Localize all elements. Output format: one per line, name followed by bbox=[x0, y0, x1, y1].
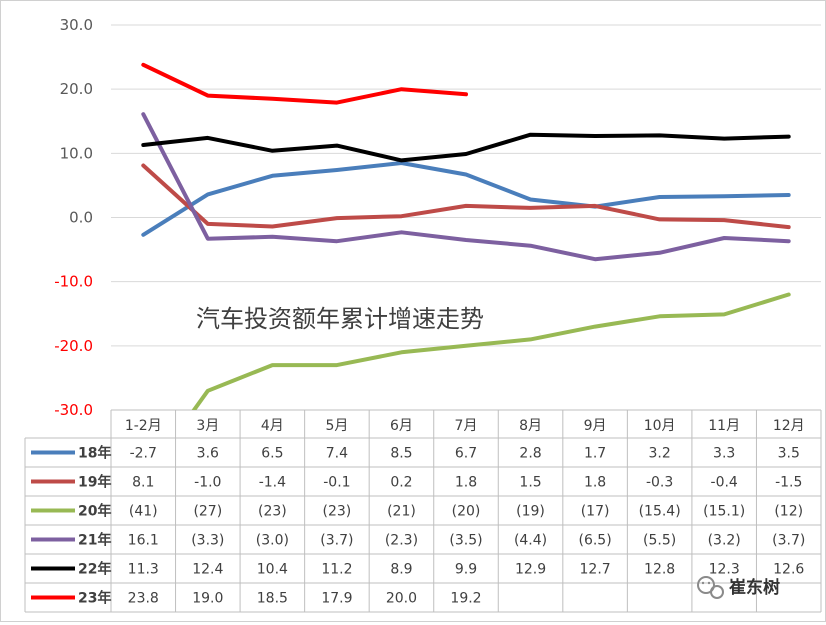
series-line bbox=[141, 112, 791, 262]
x-tick-label: 4月 bbox=[261, 418, 284, 434]
x-tick-label: 1-2月 bbox=[125, 418, 162, 434]
x-tick-label: 3月 bbox=[196, 418, 219, 434]
data-label: (27) bbox=[193, 504, 222, 520]
watermark: 崔东树 bbox=[697, 576, 780, 599]
series-line bbox=[191, 292, 791, 410]
data-label: (12) bbox=[774, 504, 803, 520]
data-label: 8.9 bbox=[390, 562, 412, 578]
x-tick-label: 10月 bbox=[644, 418, 676, 434]
series-line bbox=[141, 132, 791, 163]
data-label: (3.2) bbox=[708, 533, 741, 549]
data-label: 1.5 bbox=[519, 475, 541, 491]
data-label: (19) bbox=[516, 504, 545, 520]
data-label: 20.0 bbox=[386, 591, 417, 607]
data-label: (4.4) bbox=[514, 533, 547, 549]
data-label: (15.1) bbox=[703, 504, 745, 520]
data-label: 12.4 bbox=[192, 562, 223, 578]
data-label: 1.7 bbox=[584, 446, 606, 462]
legend-label: 18年 bbox=[78, 445, 111, 462]
data-label: 10.4 bbox=[257, 562, 288, 578]
data-label: (15.4) bbox=[639, 504, 681, 520]
data-label: 19.0 bbox=[192, 591, 223, 607]
series-line bbox=[141, 163, 791, 230]
data-label: 12.7 bbox=[580, 562, 611, 578]
chart-title: 汽车投资额年累计增速走势 bbox=[196, 305, 484, 333]
series-line bbox=[141, 161, 791, 237]
data-label: 12.6 bbox=[773, 562, 804, 578]
data-label: (6.5) bbox=[578, 533, 611, 549]
data-label: 17.9 bbox=[321, 591, 352, 607]
legend-label: 20年 bbox=[78, 503, 111, 520]
data-label: 9.9 bbox=[455, 562, 477, 578]
legend-label: 23年 bbox=[78, 590, 111, 607]
data-label: 11.2 bbox=[321, 562, 352, 578]
data-label: -0.4 bbox=[711, 475, 738, 491]
data-label: 12.8 bbox=[644, 562, 675, 578]
data-label: (3.3) bbox=[191, 533, 224, 549]
data-label: 6.5 bbox=[261, 446, 283, 462]
data-label: 18.5 bbox=[257, 591, 288, 607]
data-label: 6.7 bbox=[455, 446, 477, 462]
data-label: (23) bbox=[323, 504, 352, 520]
data-label: 3.6 bbox=[197, 446, 219, 462]
data-label: 11.3 bbox=[128, 562, 159, 578]
data-label: 1.8 bbox=[584, 475, 606, 491]
legend-label: 22年 bbox=[78, 561, 111, 578]
data-label: (2.3) bbox=[385, 533, 418, 549]
watermark-text: 崔东树 bbox=[728, 577, 780, 598]
legend-label: 19年 bbox=[78, 474, 111, 491]
data-label: (21) bbox=[387, 504, 416, 520]
data-label: (3.7) bbox=[320, 533, 353, 549]
x-tick-label: 7月 bbox=[455, 418, 478, 434]
data-label: (3.7) bbox=[772, 533, 805, 549]
data-label: (3.5) bbox=[449, 533, 482, 549]
data-label: 23.8 bbox=[128, 591, 159, 607]
series-line bbox=[141, 62, 468, 105]
data-label: 19.2 bbox=[450, 591, 481, 607]
y-tick-label: -30.0 bbox=[54, 401, 93, 419]
data-label: -0.3 bbox=[646, 475, 673, 491]
y-tick-label: 20.0 bbox=[60, 80, 93, 98]
x-tick-label: 12月 bbox=[773, 418, 805, 434]
data-label: 2.8 bbox=[519, 446, 541, 462]
x-tick-label: 6月 bbox=[390, 418, 413, 434]
data-label: -2.7 bbox=[130, 446, 157, 462]
data-label: (20) bbox=[452, 504, 481, 520]
data-label: 7.4 bbox=[326, 446, 348, 462]
x-tick-label: 5月 bbox=[325, 418, 348, 434]
data-label: 8.5 bbox=[390, 446, 412, 462]
data-label: 12.9 bbox=[515, 562, 546, 578]
legend-label: 21年 bbox=[78, 532, 111, 549]
y-tick-label: -10.0 bbox=[54, 273, 93, 291]
x-tick-label: 8月 bbox=[519, 418, 542, 434]
data-label: 16.1 bbox=[128, 533, 159, 549]
data-label: (3.0) bbox=[256, 533, 289, 549]
x-tick-label: 11月 bbox=[708, 418, 740, 434]
x-tick-label: 9月 bbox=[584, 418, 607, 434]
data-label: (5.5) bbox=[643, 533, 676, 549]
y-tick-label: -20.0 bbox=[54, 337, 93, 355]
data-label: -0.1 bbox=[323, 475, 350, 491]
data-label: (41) bbox=[129, 504, 158, 520]
data-label: 0.2 bbox=[390, 475, 412, 491]
y-tick-label: 0.0 bbox=[69, 209, 93, 227]
data-label: 8.1 bbox=[132, 475, 154, 491]
y-tick-label: 30.0 bbox=[60, 16, 93, 34]
data-label: -1.5 bbox=[775, 475, 802, 491]
data-label: -1.4 bbox=[259, 475, 286, 491]
wechat-icon bbox=[697, 576, 724, 599]
data-label: (23) bbox=[258, 504, 287, 520]
data-label: (17) bbox=[581, 504, 610, 520]
data-label: 12.3 bbox=[709, 562, 740, 578]
data-label: 3.5 bbox=[778, 446, 800, 462]
data-label: 3.3 bbox=[713, 446, 735, 462]
data-label: 1.8 bbox=[455, 475, 477, 491]
y-tick-label: 10.0 bbox=[60, 144, 93, 162]
data-label: 3.2 bbox=[649, 446, 671, 462]
data-label: -1.0 bbox=[194, 475, 221, 491]
